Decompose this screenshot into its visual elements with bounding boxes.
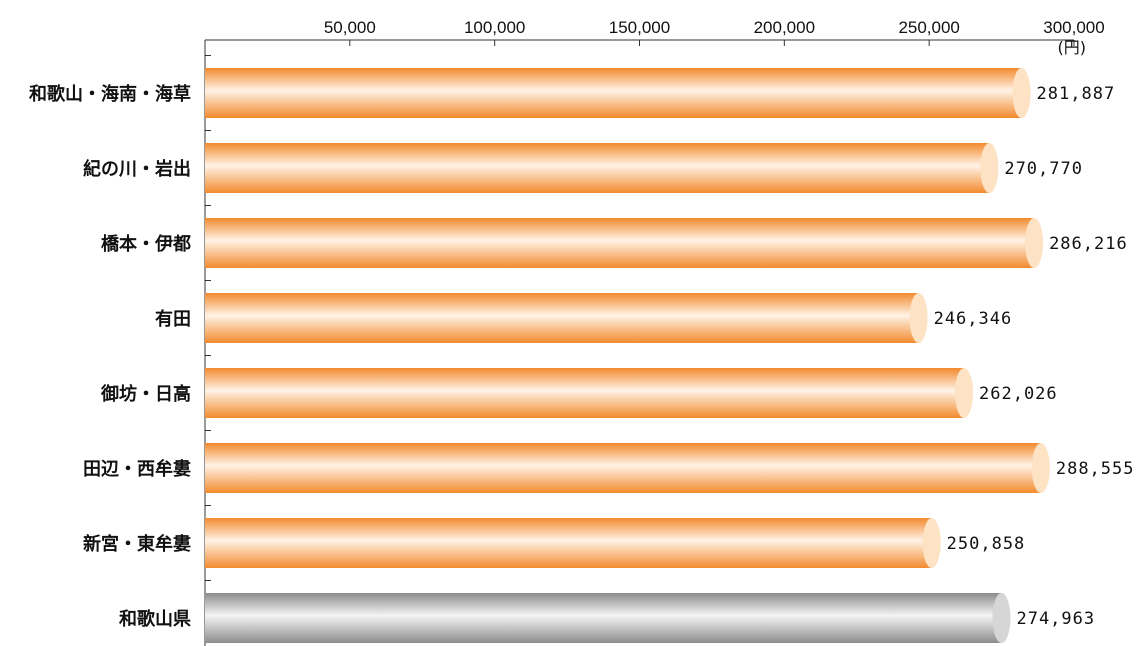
value-label: 262,026	[979, 384, 1058, 404]
value-label: 250,858	[947, 534, 1026, 554]
bar	[205, 443, 1041, 493]
value-label: 246,346	[934, 309, 1013, 329]
bar-cap	[980, 143, 999, 193]
x-tick-label: 300,000	[1043, 18, 1104, 37]
category-label: 紀の川・岩出	[83, 158, 191, 180]
bar	[205, 518, 932, 568]
bar-cap	[955, 368, 974, 418]
category-label: 橋本・伊都	[101, 233, 191, 255]
bars	[205, 68, 1050, 643]
bar-cap	[1031, 443, 1050, 493]
bar	[205, 368, 965, 418]
bar-cap	[1025, 218, 1044, 268]
bar-cap	[909, 293, 928, 343]
labels: 和歌山・海南・海草 281,887 紀の川・岩出 270,770 橋本・伊都 286,21…	[29, 83, 1135, 630]
value-label: 286,216	[1049, 234, 1128, 254]
unit-label: (円)	[1058, 38, 1087, 57]
bar-cap	[922, 518, 941, 568]
bar	[205, 218, 1035, 268]
axes: 50,000 100,000 150,000 200,000 250,000 300,00…	[204, 18, 1105, 646]
value-label: 281,887	[1037, 84, 1116, 104]
category-label: 田辺・西牟婁	[83, 458, 191, 480]
category-label: 有田	[155, 308, 191, 330]
bar	[205, 143, 990, 193]
bar	[205, 68, 1022, 118]
category-label: 和歌山県	[119, 608, 191, 630]
x-tick-label: 100,000	[464, 18, 525, 37]
value-label: 270,770	[1004, 159, 1083, 179]
x-tick-label: 250,000	[898, 18, 959, 37]
x-tick-label: 200,000	[754, 18, 815, 37]
bar	[205, 293, 919, 343]
bar-cap	[1012, 68, 1031, 118]
bar-total	[205, 593, 1002, 643]
category-label: 新宮・東牟婁	[83, 533, 191, 555]
x-tick-label: 150,000	[609, 18, 670, 37]
category-label: 和歌山・海南・海草	[29, 83, 191, 105]
bar-cap	[992, 593, 1011, 643]
category-label: 御坊・日高	[100, 383, 191, 405]
value-label: 274,963	[1016, 609, 1095, 629]
x-tick-label: 50,000	[324, 18, 376, 37]
value-label: 288,555	[1056, 459, 1135, 479]
